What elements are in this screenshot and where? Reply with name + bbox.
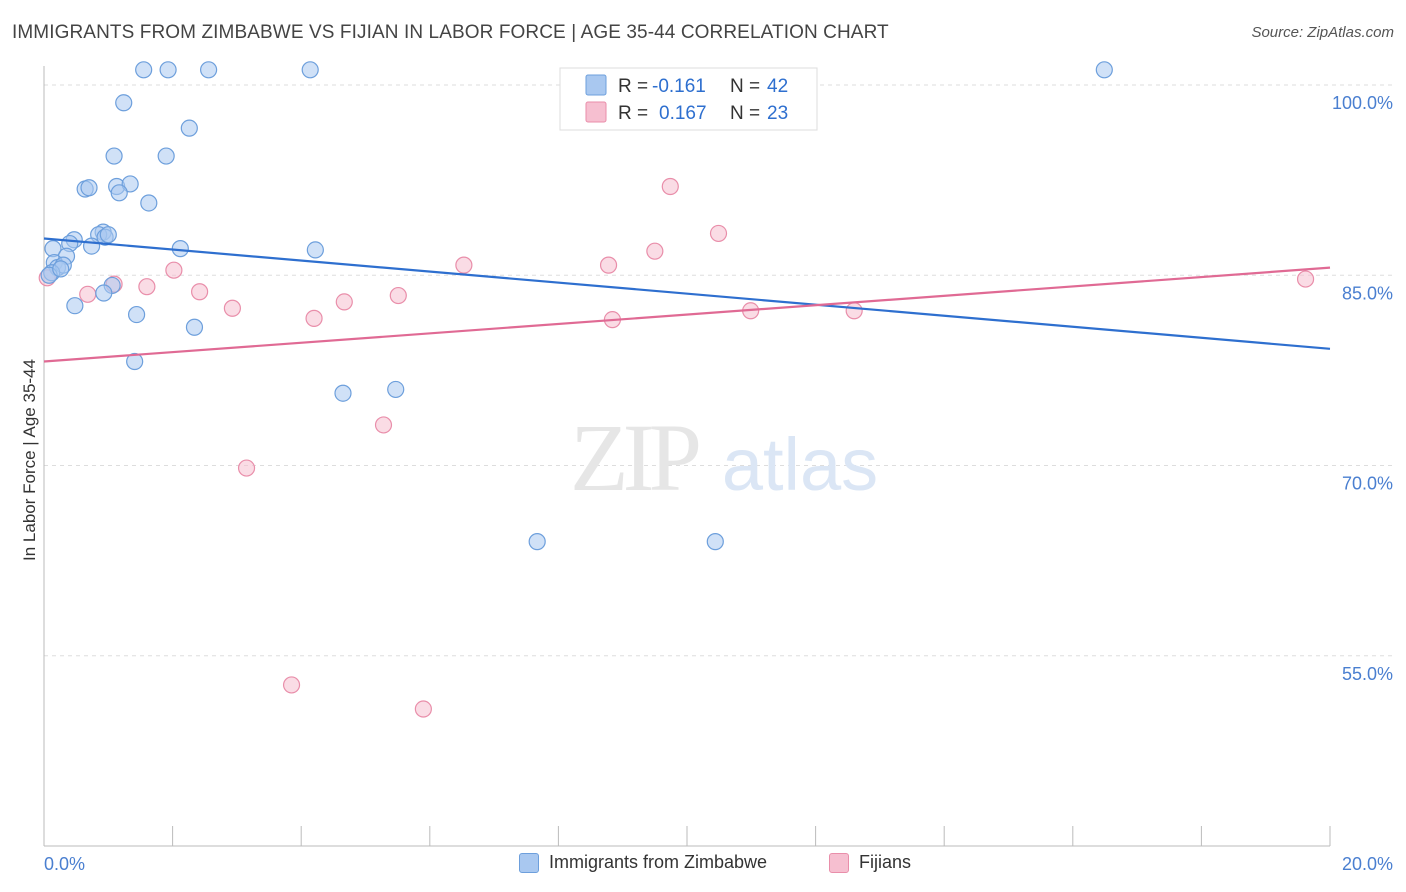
point-zimbabwe xyxy=(95,284,113,302)
source-attribution: Source: ZipAtlas.com xyxy=(1251,24,1394,41)
point-zimbabwe xyxy=(135,61,153,79)
legend-r-value-fijians: 0.167 xyxy=(659,103,707,124)
point-zimbabwe xyxy=(127,305,146,324)
point-zimbabwe xyxy=(140,194,158,212)
point-fijian xyxy=(389,286,407,305)
legend-swatch-fijians-bottom xyxy=(829,852,849,873)
point-fijian xyxy=(165,261,183,279)
point-zimbabwe xyxy=(99,226,117,244)
grid-lines xyxy=(44,84,1393,657)
legend-n-value-zimbabwe: 42 xyxy=(767,76,788,97)
trend-line-zimbabwe xyxy=(43,237,1331,350)
y-tick-labels: 55.0% 70.0% 85.0% 100.0% xyxy=(1332,93,1393,684)
point-fijian xyxy=(646,242,664,260)
y-tick-label: 55.0% xyxy=(1342,664,1393,684)
point-fijian xyxy=(709,224,728,243)
point-fijian xyxy=(455,256,473,274)
legend-n-label-fijians: N = xyxy=(730,103,760,124)
legend-r-label-zimbabwe: R = xyxy=(618,76,648,97)
point-fijian xyxy=(599,256,618,274)
point-zimbabwe xyxy=(301,61,319,79)
point-zimbabwe xyxy=(334,384,352,402)
point-zimbabwe xyxy=(528,533,546,551)
y-tick-label: 85.0% xyxy=(1342,283,1393,303)
legend-label-fijians: Fijians xyxy=(859,852,912,872)
point-zimbabwe xyxy=(159,61,177,79)
point-zimbabwe xyxy=(387,380,405,399)
point-zimbabwe xyxy=(126,352,144,371)
point-zimbabwe xyxy=(157,147,175,165)
point-zimbabwe xyxy=(66,297,84,315)
trend-line-fijians xyxy=(43,266,1331,363)
legend-swatch-zimbabwe-bottom xyxy=(519,852,539,873)
point-fijian xyxy=(845,302,863,320)
axes xyxy=(43,66,1331,847)
point-fijian xyxy=(237,459,256,477)
series-legend: Immigrants from Zimbabwe Fijians xyxy=(0,852,1406,878)
x-tick-label-max: 20.0% xyxy=(1342,854,1393,874)
point-zimbabwe xyxy=(200,61,218,79)
point-fijian xyxy=(305,309,323,327)
correlation-legend: R = -0.161 N = 42 R = 0.167 N = 23 xyxy=(559,67,818,131)
data-points xyxy=(38,61,1315,718)
point-zimbabwe xyxy=(1095,61,1113,79)
legend-r-label-fijians: R = xyxy=(618,103,648,124)
point-zimbabwe xyxy=(185,318,204,336)
point-fijian xyxy=(335,293,353,311)
point-zimbabwe xyxy=(52,260,70,278)
watermark-zip: ZIP xyxy=(570,404,699,511)
point-zimbabwe xyxy=(115,94,133,112)
point-fijian xyxy=(374,416,393,434)
point-zimbabwe xyxy=(306,241,324,259)
legend-item-zimbabwe[interactable]: Immigrants from Zimbabwe xyxy=(519,852,767,873)
legend-n-label-zimbabwe: N = xyxy=(730,76,760,97)
point-fijian xyxy=(138,278,156,296)
point-zimbabwe xyxy=(105,147,123,165)
legend-swatch-zimbabwe xyxy=(585,74,607,96)
x-tick-label-min: 0.0% xyxy=(44,854,85,874)
point-zimbabwe xyxy=(110,184,128,202)
legend-item-fijians[interactable]: Fijians xyxy=(829,852,911,873)
point-fijian xyxy=(223,299,241,317)
legend-n-value-fijians: 23 xyxy=(767,103,788,124)
trend-lines xyxy=(43,237,1331,363)
point-fijian xyxy=(661,177,679,196)
legend-label-zimbabwe: Immigrants from Zimbabwe xyxy=(549,852,768,872)
point-fijian xyxy=(79,285,97,303)
point-fijian xyxy=(282,676,301,694)
y-tick-label: 100.0% xyxy=(1332,93,1393,113)
y-tick-label: 70.0% xyxy=(1342,474,1393,494)
point-fijian xyxy=(414,700,432,718)
legend-swatch-fijians xyxy=(585,101,607,123)
point-zimbabwe xyxy=(80,179,98,197)
watermark-atlas: atlas xyxy=(722,423,878,506)
point-zimbabwe xyxy=(706,533,724,551)
legend-r-value-zimbabwe: -0.161 xyxy=(652,76,706,97)
point-fijian xyxy=(191,283,209,301)
point-zimbabwe xyxy=(82,237,101,255)
point-fijian xyxy=(1296,270,1315,288)
point-zimbabwe xyxy=(180,119,198,137)
chart-title: IMMIGRANTS FROM ZIMBABWE VS FIJIAN IN LA… xyxy=(12,22,889,43)
watermark: ZIP atlas xyxy=(570,404,878,511)
